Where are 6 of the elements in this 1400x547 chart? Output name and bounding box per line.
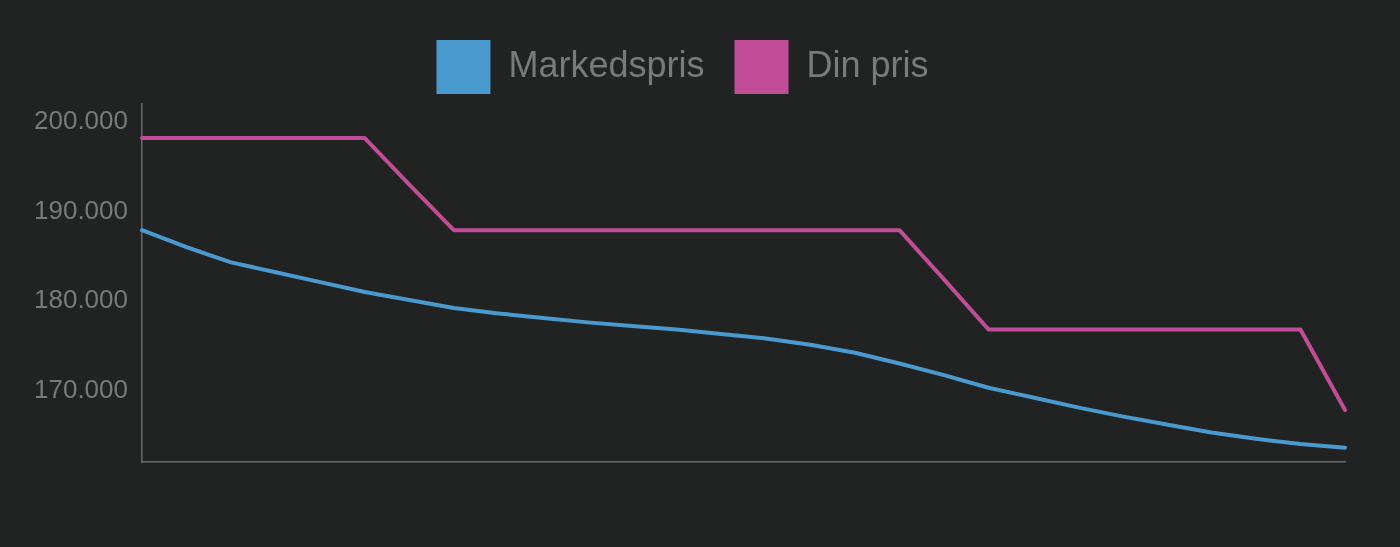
y-tick-label: 180.000	[34, 284, 128, 315]
y-tick-label: 190.000	[34, 194, 128, 225]
y-tick-label: 170.000	[34, 373, 128, 404]
y-tick-label: 200.000	[34, 105, 128, 136]
legend-label: Markedspris	[508, 43, 705, 85]
legend-label: Din pris	[806, 43, 929, 85]
